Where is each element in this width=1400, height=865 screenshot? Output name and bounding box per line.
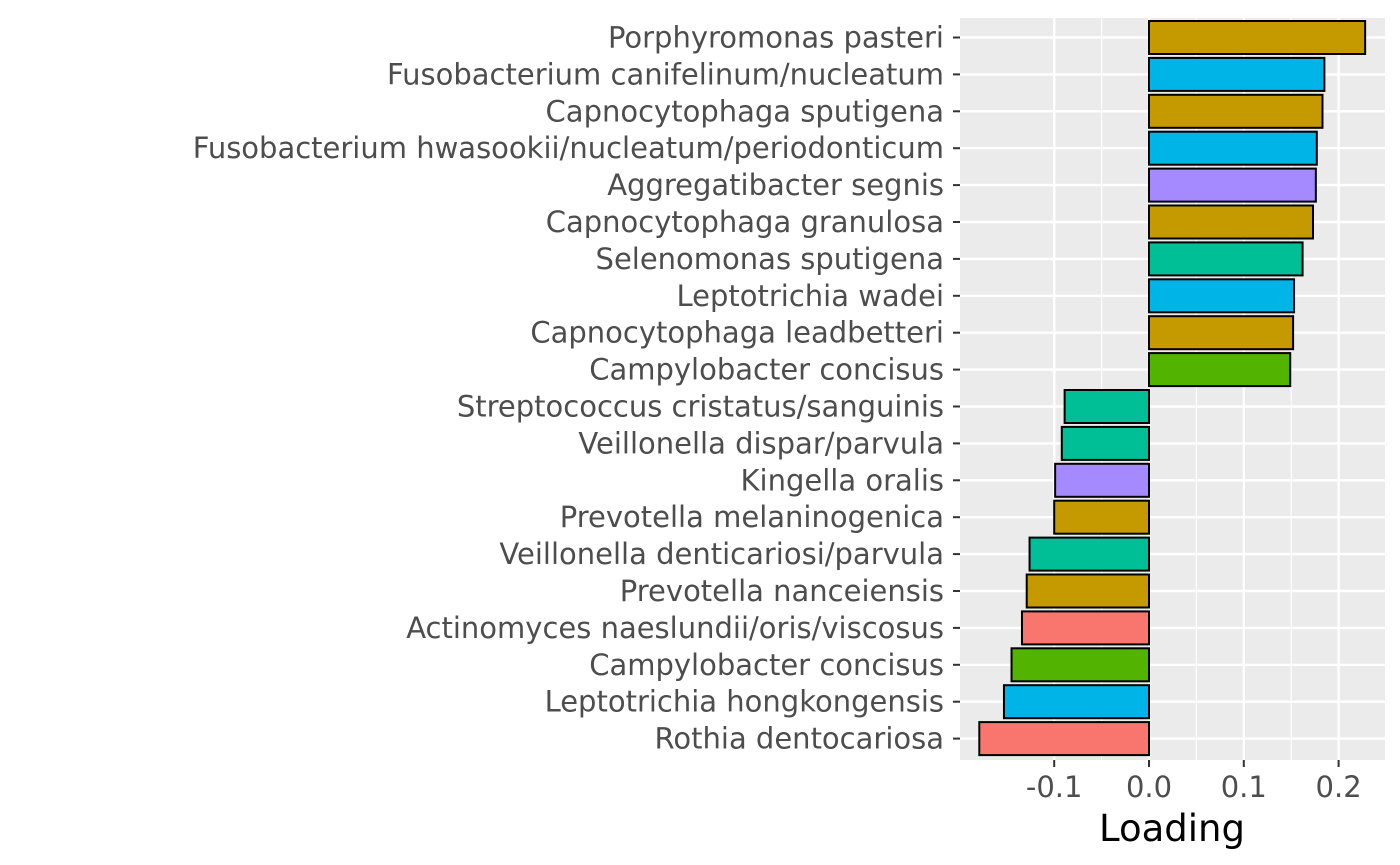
bar xyxy=(1148,167,1317,203)
bar xyxy=(1148,204,1315,240)
bar xyxy=(1020,610,1151,646)
x-axis-title: Loading xyxy=(1099,807,1245,850)
y-tick-label: Capnocytophaga granulosa xyxy=(546,205,944,239)
x-tick-label: -0.1 xyxy=(1026,770,1083,804)
y-tick-label: Rothia dentocariosa xyxy=(655,722,944,756)
bar xyxy=(1063,389,1151,424)
y-tick-label: Fusobacterium canifelinum/nucleatum xyxy=(387,57,944,91)
bar xyxy=(1054,462,1150,498)
x-tick-label: 0.2 xyxy=(1316,770,1362,804)
y-tick-label: Veillonella denticariosi/parvula xyxy=(499,537,944,571)
bar xyxy=(1025,573,1151,609)
y-tick-label: Fusobacterium hwasookii/nucleatum/period… xyxy=(193,131,944,165)
x-axis: -0.1 0.0 0.1 0.2 xyxy=(1026,760,1362,804)
bar xyxy=(1148,241,1304,277)
y-tick-label: Aggregatibacter segnis xyxy=(607,168,944,202)
bar xyxy=(1148,93,1324,129)
y-tick-label: Veillonella dispar/parvula xyxy=(578,426,944,460)
bar xyxy=(1148,130,1318,166)
bar xyxy=(1148,315,1295,351)
y-tick-label: Capnocytophaga sputigena xyxy=(546,94,944,128)
bar xyxy=(1053,499,1150,535)
bar xyxy=(1148,56,1326,92)
bar xyxy=(1060,425,1151,461)
bar xyxy=(1148,352,1292,388)
bar xyxy=(1002,684,1150,720)
bar xyxy=(1028,536,1150,572)
y-tick-label: Prevotella melaninogenica xyxy=(560,500,944,534)
y-tick-label: Campylobacter concisus xyxy=(589,648,944,682)
y-tick-label: Porphyromonas pasteri xyxy=(608,21,944,55)
bars xyxy=(978,20,1367,757)
y-tick-label: Leptotrichia wadei xyxy=(676,279,944,313)
y-tick-label: Selenomonas sputigena xyxy=(596,242,944,276)
y-tick-label: Streptococcus cristatus/sanguinis xyxy=(457,390,944,424)
y-tick-label: Prevotella nanceiensis xyxy=(620,574,944,608)
bar xyxy=(1148,20,1367,55)
x-tick-label: 0.1 xyxy=(1221,770,1267,804)
y-tick-label: Leptotrichia hongkongensis xyxy=(545,685,944,719)
y-tick-label: Capnocytophaga leadbetteri xyxy=(530,316,944,350)
bar xyxy=(1148,278,1296,314)
bar xyxy=(978,721,1150,757)
x-tick-label: 0.0 xyxy=(1126,770,1172,804)
y-tick-label: Campylobacter concisus xyxy=(589,353,944,387)
bar xyxy=(1010,647,1150,683)
y-tick-label: Kingella oralis xyxy=(741,463,944,497)
y-tick-label: Actinomyces naeslundii/oris/viscosus xyxy=(406,611,944,645)
